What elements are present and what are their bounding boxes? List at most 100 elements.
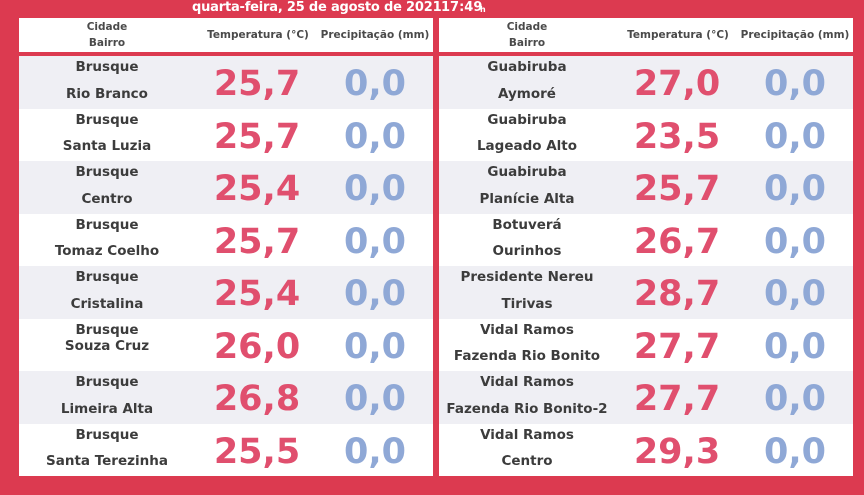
- temperature-value: 25,7: [213, 116, 301, 157]
- precipitation-value: 0,0: [763, 431, 826, 472]
- precipitation-value: 0,0: [343, 64, 406, 104]
- district-name: Centro: [501, 453, 553, 469]
- table-row: Vidal Ramos Fazenda Rio Bonito 27,7 0,0: [439, 318, 853, 372]
- table-row: Brusque Cristalina 25,4 0,0: [19, 266, 433, 319]
- temperature-value: 26,8: [213, 379, 301, 419]
- weather-table-left: Cidade Bairro Temperatura (°C) Precipita…: [19, 18, 433, 477]
- district-name: Tirivas: [501, 295, 553, 312]
- location-cell: Brusque Tomaz Coelho: [19, 214, 195, 267]
- column-header-precipitation: Precipitação (mm): [740, 29, 850, 41]
- time-suffix: h: [480, 5, 486, 14]
- city-name: Brusque: [75, 59, 139, 75]
- temperature-value: 28,7: [633, 274, 721, 314]
- city-name: Brusque: [75, 374, 139, 390]
- district-name: Rio Branco: [66, 85, 148, 102]
- header-district-label: Bairro: [88, 37, 126, 49]
- district-name: Centro: [81, 190, 133, 207]
- temperature-value: 25,5: [213, 431, 301, 472]
- precipitation-value: 0,0: [763, 274, 826, 314]
- district-name: Cristalina: [70, 295, 144, 312]
- city-name: Brusque: [75, 111, 139, 128]
- precipitation-value: 0,0: [343, 326, 406, 367]
- city-name: Vidal Ramos: [480, 426, 574, 443]
- city-name: Presidente Nereu: [460, 269, 594, 285]
- location-cell: Vidal Ramos Fazenda Rio Bonito-2: [439, 371, 615, 424]
- precipitation-value: 0,0: [343, 221, 406, 262]
- table-row: Botuverá Ourinhos 26,7 0,0: [439, 213, 853, 267]
- table-row: Guabiruba Lageado Alto 23,5 0,0: [439, 108, 853, 162]
- location-cell: Brusque Centro: [19, 161, 195, 214]
- table-row: Guabiruba Planície Alta 25,7 0,0: [439, 161, 853, 214]
- table-row: Brusque Limeira Alta 26,8 0,0: [19, 371, 433, 424]
- city-name: Botuverá: [492, 216, 562, 233]
- temperature-value: 25,4: [213, 169, 301, 209]
- precipitation-value: 0,0: [763, 116, 826, 157]
- top-bar: quarta-feira, 25 de agosto de 2021 17:49…: [0, 0, 864, 18]
- time-text: 17:49: [441, 0, 483, 15]
- table-row: Brusque Rio Branco 25,7 0,0: [19, 56, 433, 109]
- district-name: Tomaz Coelho: [54, 243, 160, 259]
- city-name: Guabiruba: [487, 59, 567, 75]
- location-cell: Brusque Santa Terezinha: [19, 424, 195, 477]
- city-name: Brusque: [75, 321, 139, 338]
- temperature-value: 26,7: [633, 221, 721, 262]
- district-name: Lageado Alto: [476, 138, 578, 154]
- district-name: Planície Alta: [479, 190, 575, 207]
- table-row: Brusque Centro 25,4 0,0: [19, 161, 433, 214]
- city-name: Guabiruba: [487, 164, 567, 180]
- city-name: Guabiruba: [487, 111, 567, 128]
- district-name: Aymoré: [498, 85, 556, 102]
- precipitation-value: 0,0: [763, 326, 826, 367]
- city-name: Brusque: [75, 269, 139, 285]
- location-cell: Guabiruba Planície Alta: [439, 161, 615, 214]
- precipitation-value: 0,0: [343, 116, 406, 157]
- temperature-value: 25,4: [213, 274, 301, 314]
- header-city-label: Cidade: [506, 21, 548, 33]
- city-name: Brusque: [75, 426, 139, 443]
- district-name: Fazenda Rio Bonito: [453, 348, 601, 364]
- precipitation-value: 0,0: [343, 379, 406, 419]
- city-name: Vidal Ramos: [480, 321, 574, 338]
- temperature-value: 25,7: [213, 221, 301, 262]
- temperature-value: 25,7: [633, 169, 721, 209]
- header-district-label: Bairro: [508, 37, 546, 49]
- district-name: Souza Cruz: [64, 337, 150, 354]
- column-header-temperature: Temperatura (°C): [207, 29, 309, 41]
- precipitation-value: 0,0: [343, 431, 406, 472]
- table-row: Brusque Santa Terezinha 25,5 0,0: [19, 423, 433, 477]
- precipitation-value: 0,0: [763, 221, 826, 262]
- location-cell: Botuverá Ourinhos: [439, 214, 615, 267]
- column-header-city: Cidade Bairro: [439, 19, 615, 51]
- location-cell: Brusque Rio Branco: [19, 56, 195, 109]
- precipitation-value: 0,0: [763, 64, 826, 104]
- location-cell: Brusque Limeira Alta: [19, 371, 195, 424]
- column-header-temperature: Temperatura (°C): [627, 29, 729, 41]
- location-cell: Brusque Souza Cruz: [19, 319, 195, 372]
- location-cell: Brusque Cristalina: [19, 266, 195, 319]
- precipitation-value: 0,0: [343, 274, 406, 314]
- location-cell: Presidente Nereu Tirivas: [439, 266, 615, 319]
- location-cell: Vidal Ramos Centro: [439, 424, 615, 477]
- temperature-value: 26,0: [213, 326, 301, 367]
- location-cell: Brusque Santa Luzia: [19, 109, 195, 162]
- temperature-value: 27,7: [633, 379, 721, 419]
- table-header-left: Cidade Bairro Temperatura (°C) Precipita…: [19, 18, 433, 52]
- precipitation-value: 0,0: [763, 379, 826, 419]
- table-header-right: Cidade Bairro Temperatura (°C) Precipita…: [439, 18, 853, 52]
- table-row: Brusque Santa Luzia 25,7 0,0: [19, 108, 433, 162]
- city-name: Brusque: [75, 216, 139, 233]
- location-cell: Vidal Ramos Fazenda Rio Bonito: [439, 319, 615, 372]
- district-name: Fazenda Rio Bonito-2: [446, 400, 608, 417]
- district-name: Santa Terezinha: [46, 453, 168, 469]
- location-cell: Guabiruba Lageado Alto: [439, 109, 615, 162]
- temperature-value: 27,7: [633, 326, 721, 367]
- location-cell: Guabiruba Aymoré: [439, 56, 615, 109]
- table-row: Brusque Souza Cruz 26,0 0,0: [19, 318, 433, 372]
- city-name: Brusque: [75, 164, 139, 180]
- temperature-value: 27,0: [633, 64, 721, 104]
- precipitation-value: 0,0: [763, 169, 826, 209]
- weather-table-right: Cidade Bairro Temperatura (°C) Precipita…: [439, 18, 853, 477]
- city-name: Vidal Ramos: [480, 374, 574, 390]
- column-header-precipitation: Precipitação (mm): [320, 29, 430, 41]
- precipitation-value: 0,0: [343, 169, 406, 209]
